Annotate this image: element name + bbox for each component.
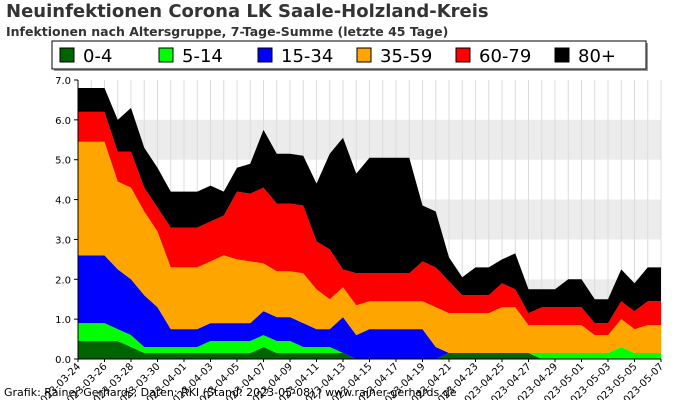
y-tick-label: 2.0 — [55, 275, 71, 286]
legend-box — [51, 40, 647, 70]
legend-swatch-80+ — [554, 47, 570, 63]
y-tick-label: 4.0 — [55, 196, 71, 207]
series-area-0-4 — [78, 341, 661, 359]
legend-label-5-14: 5-14 — [182, 46, 223, 67]
legend-swatch-0-4 — [59, 47, 75, 63]
legend-swatch-60-79 — [455, 47, 471, 63]
legend-label-60-79: 60-79 — [479, 46, 531, 67]
legend-label-35-59: 35-59 — [380, 46, 432, 67]
y-tick-label: 7.0 — [55, 76, 71, 87]
y-tick-label: 6.0 — [55, 116, 71, 127]
chart-credit: Grafik: Rainer Gerhards, Daten: RKI (Sta… — [4, 386, 457, 399]
y-tick-label: 1.0 — [55, 315, 71, 326]
series-area-80+ — [78, 87, 661, 324]
legend-label-80+: 80+ — [578, 46, 616, 67]
y-tick-label: 3.0 — [55, 235, 71, 246]
legend-swatch-5-14 — [158, 47, 174, 63]
series-area-35-59 — [78, 141, 661, 354]
series-area-5-14 — [78, 323, 661, 359]
legend-swatch-35-59 — [356, 47, 372, 63]
chart-title: Neuinfektionen Corona LK Saale-Holzland-… — [6, 1, 489, 22]
legend-swatch-15-34 — [257, 47, 273, 63]
series-area-15-34 — [78, 255, 661, 359]
y-tick-label: 0.0 — [55, 355, 71, 366]
chart-subtitle: Infektionen nach Altersgruppe, 7-Tage-Su… — [6, 24, 449, 39]
y-tick-label: 5.0 — [55, 156, 71, 167]
legend-label-0-4: 0-4 — [83, 46, 112, 67]
legend-label-15-34: 15-34 — [281, 46, 333, 67]
series-area-60-79 — [78, 111, 661, 336]
